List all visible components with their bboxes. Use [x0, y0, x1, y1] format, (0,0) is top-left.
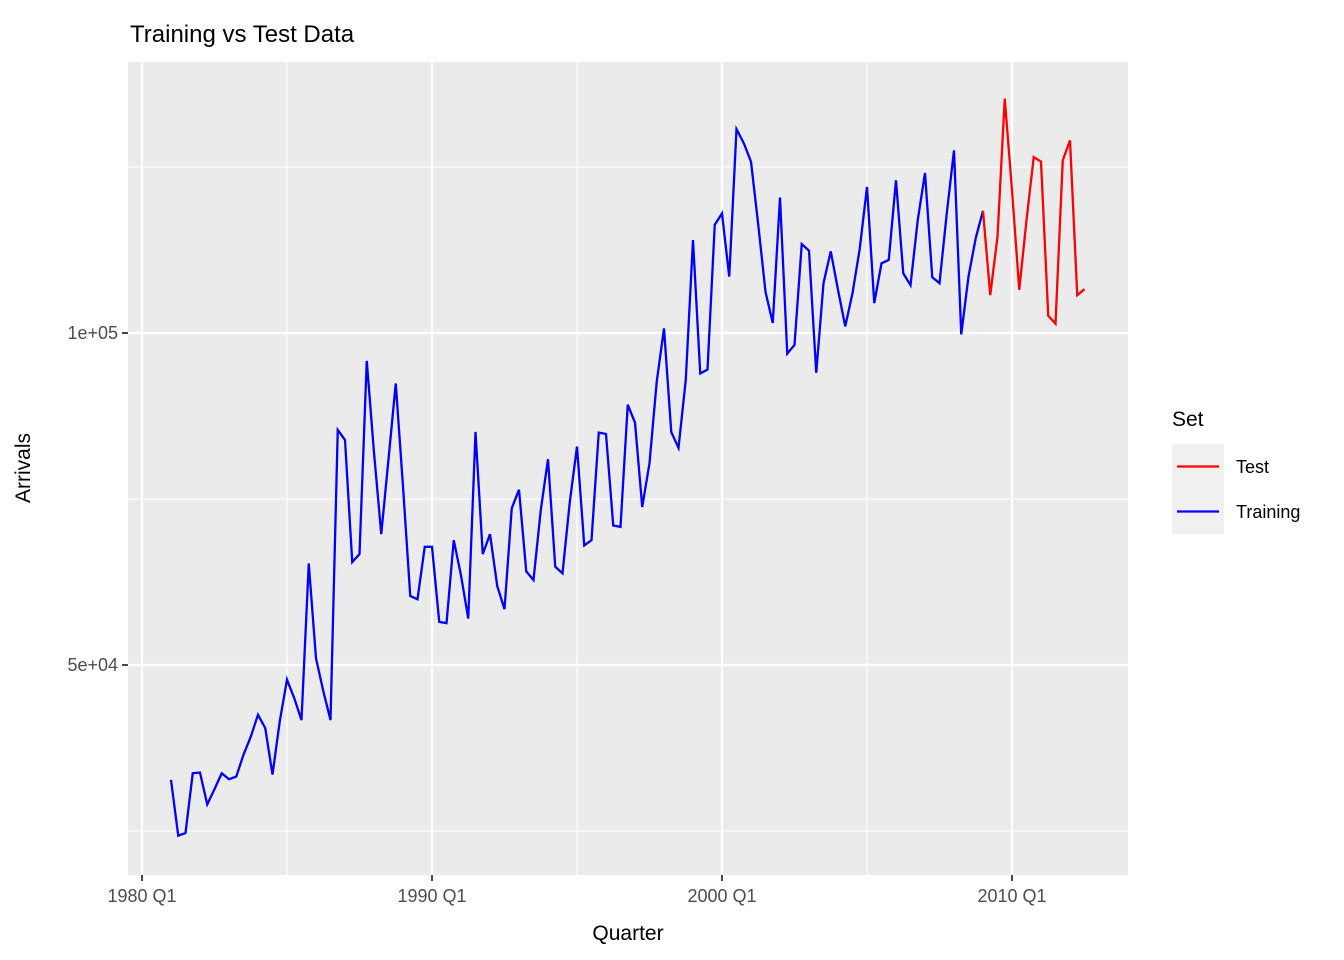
x-axis-title: Quarter	[592, 922, 663, 945]
legend: Set Test Training	[1172, 408, 1300, 534]
training-series-line	[169, 124, 985, 838]
x-axis-tick-label: 1980 Q1	[107, 886, 176, 906]
test-series-line	[981, 98, 1086, 327]
axis-tick-labels: 1980 Q1 1990 Q1 2000 Q1 2010 Q1 1e+05 5e+04	[67, 323, 1046, 906]
legend-title: Set	[1172, 408, 1204, 431]
x-axis-tick-label: 2010 Q1	[977, 886, 1046, 906]
plot-panel	[128, 62, 1128, 875]
series-lines	[169, 98, 1086, 838]
y-axis-tick-label: 1e+05	[67, 323, 118, 343]
y-axis-title: Arrivals	[12, 433, 35, 503]
chart-title: Training vs Test Data	[130, 21, 355, 48]
y-axis-tick-label: 5e+04	[67, 655, 118, 675]
legend-label-training: Training	[1236, 502, 1300, 522]
axis-tick-marks	[122, 332, 1013, 881]
x-axis-tick-label: 2000 Q1	[687, 886, 756, 906]
x-axis-tick-label: 1990 Q1	[397, 886, 466, 906]
legend-label-test: Test	[1236, 457, 1269, 477]
